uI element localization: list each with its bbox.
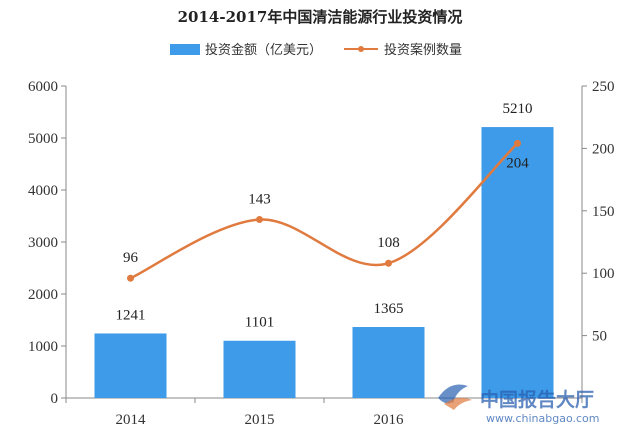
y-left-tick-label: 4000 xyxy=(28,183,58,199)
watermark-logo-icon xyxy=(438,384,472,410)
line-point xyxy=(514,139,521,147)
bar xyxy=(481,127,554,398)
bar xyxy=(223,340,296,398)
y-right-tick-label: 100 xyxy=(592,266,615,282)
y-left-tick-label: 0 xyxy=(51,391,59,407)
y-right-tick-label: 200 xyxy=(592,141,615,157)
axes: 0 1000 2000 3000 4000 5000 6000 50 100 150 200 250 2… xyxy=(28,79,615,428)
y-right-tick-label: 250 xyxy=(592,79,615,95)
y-left-tick-label: 3000 xyxy=(28,235,58,251)
bar-value-label: 5210 xyxy=(503,101,533,117)
chart-title: 2014-2017年中国清洁能源行业投资情况 xyxy=(178,8,463,26)
bar-value-label: 1101 xyxy=(245,315,274,331)
bar-value-label: 1241 xyxy=(116,307,146,323)
line-path xyxy=(129,142,519,280)
legend: 投资金额（亿美元） 投资案例数量 xyxy=(170,42,462,58)
y-right-tick-label: 150 xyxy=(592,204,615,220)
line-value-label: 108 xyxy=(377,235,400,251)
y-left-tick-label: 2000 xyxy=(28,287,58,303)
x-tick-label: 2015 xyxy=(245,412,275,428)
watermark-text: 中国报告大厅 xyxy=(480,388,594,411)
line-point xyxy=(256,216,263,224)
legend-bar-label: 投资金额（亿美元） xyxy=(205,42,322,58)
line-point xyxy=(385,259,392,267)
legend-bar-swatch xyxy=(170,44,200,55)
y-left-tick-label: 6000 xyxy=(28,79,58,95)
y-left-tick-label: 5000 xyxy=(28,131,58,147)
legend-line-marker xyxy=(358,46,364,52)
bar xyxy=(352,327,425,398)
line-series xyxy=(127,139,521,282)
y-right-tick-label: 50 xyxy=(592,329,607,345)
x-tick-label: 2014 xyxy=(116,412,147,428)
line-value-label: 143 xyxy=(248,192,271,208)
data-labels: 1241 1101 1365 5210 96 143 108 204 xyxy=(116,101,533,331)
bars xyxy=(94,127,554,398)
x-tick-label: 2016 xyxy=(374,412,405,428)
legend-line-label: 投资案例数量 xyxy=(384,42,462,58)
watermark-url: www.chinabgao.com xyxy=(486,412,600,425)
line-value-label: 96 xyxy=(123,250,139,266)
line-point xyxy=(127,274,134,282)
watermark: 中国报告大厅 www.chinabgao.com xyxy=(438,384,600,425)
y-left-tick-label: 1000 xyxy=(28,339,58,355)
line-value-label: 204 xyxy=(506,155,529,171)
bar xyxy=(94,333,167,398)
bar-value-label: 1365 xyxy=(374,301,404,317)
